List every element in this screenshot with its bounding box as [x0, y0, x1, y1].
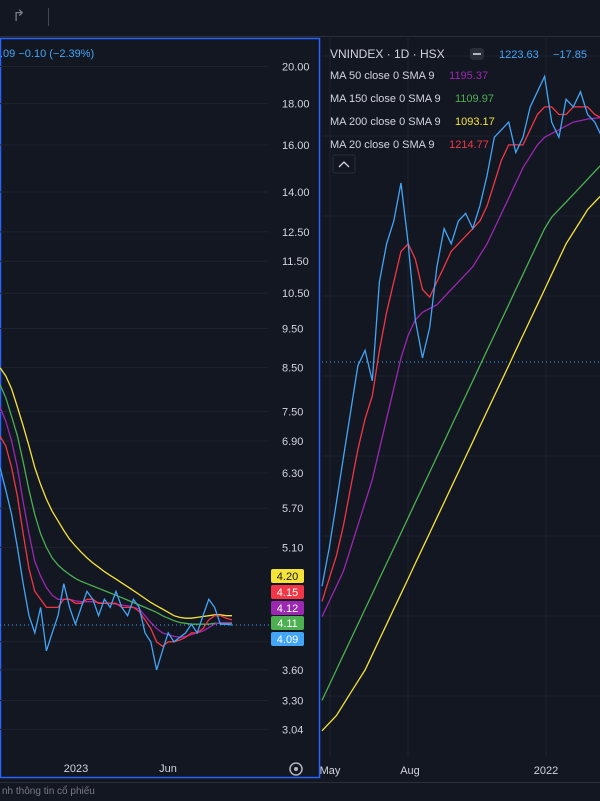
left-x-tick: 2023 [64, 763, 88, 775]
indicator-label[interactable]: MA 50 close 0 SMA 9 [330, 70, 435, 82]
indicator-value: 1214.77 [449, 139, 489, 151]
right-x-tick: May [320, 765, 341, 777]
indicator-label[interactable]: MA 20 close 0 SMA 9 [330, 139, 435, 151]
last-value-text: 4.20 [277, 571, 298, 583]
left-y-tick: 7.50 [282, 407, 303, 419]
redo-icon[interactable]: ↱ [12, 8, 26, 25]
left-y-tick: 8.50 [282, 363, 303, 375]
last-value-text: 4.11 [277, 618, 298, 630]
indicator-label[interactable]: MA 150 close 0 SMA 9 [330, 93, 441, 105]
left-y-tick: 6.30 [282, 468, 303, 480]
right-series-line [321, 195, 600, 732]
left-x-tick: Jun [159, 763, 177, 775]
bottom-text: nh thông tin cổ phiếu [2, 786, 95, 797]
toolbar-divider [48, 8, 49, 26]
last-value-badge [271, 585, 304, 599]
left-y-tick: 18.00 [282, 99, 310, 111]
left-y-tick: 14.00 [282, 187, 310, 199]
left-y-tick: 3.60 [282, 665, 303, 677]
left-y-tick: 6.90 [282, 436, 303, 448]
chevron-up-icon [338, 161, 350, 168]
left-y-tick: 3.30 [282, 696, 303, 708]
last-value-text: 4.15 [277, 587, 298, 599]
last-value-badge [271, 632, 304, 646]
left-series-line [0, 384, 232, 625]
legend-collapse-button[interactable] [332, 154, 356, 174]
right-series-line [321, 165, 600, 701]
symbol-title: VNINDEX · 1D · HSX [330, 47, 445, 61]
top-toolbar: ↱ [0, 0, 600, 37]
left-y-tick: 10.50 [282, 288, 310, 300]
last-value-text: 4.09 [277, 634, 298, 646]
gear-icon-center [294, 767, 298, 771]
indicator-value: 1093.17 [455, 116, 495, 128]
left-y-tick: 5.70 [282, 503, 303, 515]
right-chart-pane: May Aug 2022 VNINDEX · 1D · HSX 1223.63 −17.8… [320, 36, 600, 777]
chart-area[interactable]: 20.00 18.00 16.00 14.00 12.50 11.50 10.50 9.50 8… [0, 36, 600, 782]
left-series-line [0, 406, 232, 638]
last-value-badge [271, 569, 304, 583]
left-y-tick: 12.50 [282, 227, 310, 239]
left-legend-text: .09 −0.10 (−2.39%) [0, 48, 94, 60]
right-x-tick: 2022 [534, 765, 558, 777]
collapse-icon-bar [473, 53, 481, 55]
left-y-tick: 5.10 [282, 542, 303, 554]
last-value-text: 4.12 [277, 603, 298, 615]
indicator-label[interactable]: MA 200 close 0 SMA 9 [330, 116, 441, 128]
indicator-value: 1195.37 [449, 70, 488, 82]
left-y-tick: 20.00 [282, 62, 310, 74]
last-value-badge [271, 601, 304, 615]
last-value-badge [271, 616, 304, 630]
left-series-line [0, 435, 233, 648]
gear-icon[interactable] [289, 762, 303, 776]
left-y-tick: 3.04 [282, 724, 303, 736]
symbol-price: 1223.63 [499, 49, 539, 61]
right-x-tick: Aug [400, 765, 420, 777]
symbol-change: −17.85 [553, 49, 587, 61]
right-series-line [321, 106, 600, 602]
left-series-line [0, 467, 233, 671]
left-chart-pane: 20.00 18.00 16.00 14.00 12.50 11.50 10.50 9.50 8… [0, 37, 321, 779]
indicator-value: 1109.97 [455, 93, 494, 105]
left-series-line [0, 367, 232, 619]
bottom-bar: nh thông tin cổ phiếu [0, 782, 600, 801]
left-y-tick: 9.50 [282, 323, 303, 335]
left-y-tick: 16.00 [282, 140, 310, 152]
right-series-line [321, 74, 600, 587]
left-y-tick: 11.50 [282, 256, 309, 268]
left-pane-frame [0, 37, 321, 779]
right-series-line [321, 117, 600, 617]
